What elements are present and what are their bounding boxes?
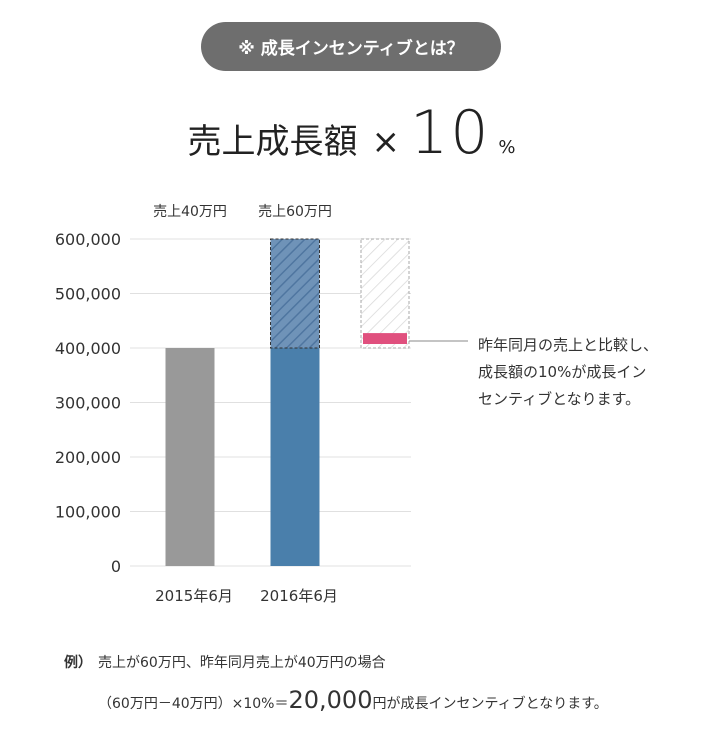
x-tick-label: 2016年6月 bbox=[260, 587, 338, 605]
growth-ghost-box bbox=[360, 238, 410, 349]
x-axis-labels: 2015年6月 2016年6月 bbox=[155, 587, 338, 605]
bars bbox=[165, 238, 410, 566]
y-tick-label: 100,000 bbox=[55, 503, 121, 522]
y-axis-ticks: 0 100,000 200,000 300,000 400,000 500,000 600,… bbox=[55, 230, 121, 576]
annotation-line: センティブとなります。 bbox=[478, 390, 641, 408]
y-tick-label: 500,000 bbox=[55, 285, 121, 304]
calc-suffix: 円が成長インセンティブとなります。 bbox=[372, 696, 608, 712]
example-label: 例） bbox=[64, 655, 92, 671]
example-text: 売上が60万円、昨年同月売上が40万円の場合 bbox=[98, 655, 386, 671]
bar-chart: 0 100,000 200,000 300,000 400,000 500,000 600,… bbox=[55, 204, 468, 605]
bar-2016-base bbox=[270, 348, 320, 566]
formula-times: × bbox=[371, 122, 401, 162]
top-labels: 売上40万円 売上60万円 bbox=[153, 204, 332, 220]
calc-result: 20,000 bbox=[288, 686, 373, 714]
formula-label: 売上成長額 bbox=[187, 122, 358, 162]
example: 例） 売上が60万円、昨年同月売上が40万円の場合 bbox=[64, 652, 386, 672]
formula-unit: % bbox=[498, 137, 516, 158]
title-pill-text: ※ 成長インセンティブとは？ bbox=[238, 39, 464, 59]
x-tick-label: 2015年6月 bbox=[155, 587, 233, 605]
formula-number: 10 bbox=[410, 98, 491, 168]
bar-top-label: 売上40万円 bbox=[153, 204, 227, 220]
bar-2016-growth bbox=[270, 238, 320, 349]
incentive-bar bbox=[363, 333, 407, 344]
y-tick-label: 300,000 bbox=[55, 394, 121, 413]
example-calc: （60万円－40万円）×10%＝20,000円が成長インセンティブとなります。 bbox=[98, 686, 608, 714]
title-pill: ※ 成長インセンティブとは？ bbox=[201, 22, 501, 71]
formula: 売上成長額 × 10% bbox=[0, 98, 703, 168]
y-tick-label: 600,000 bbox=[55, 230, 121, 249]
annotation-line: 成長額の10%が成長イン bbox=[478, 363, 647, 381]
y-tick-label: 0 bbox=[111, 557, 121, 576]
y-tick-label: 200,000 bbox=[55, 448, 121, 467]
annotation: 昨年同月の売上と比較し、 成長額の10%が成長イン センティブとなります。 bbox=[478, 332, 698, 413]
annotation-line: 昨年同月の売上と比較し、 bbox=[478, 336, 659, 354]
bar-top-label: 売上60万円 bbox=[258, 204, 332, 220]
y-tick-label: 400,000 bbox=[55, 339, 121, 358]
bar-2015 bbox=[165, 348, 215, 566]
calc-prefix: （60万円－40万円）×10%＝ bbox=[98, 696, 289, 712]
